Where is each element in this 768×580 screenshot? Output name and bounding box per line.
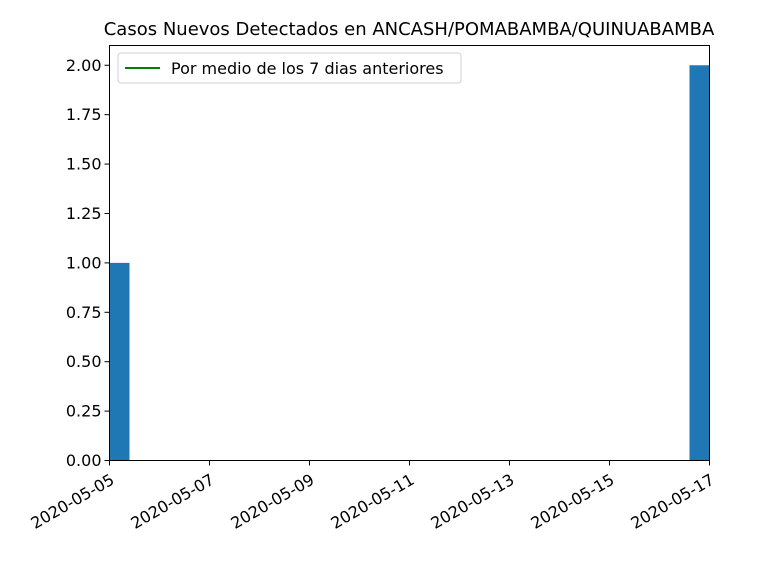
y-tick-label-0.50: 0.50 bbox=[66, 352, 102, 371]
y-tick-label-1.75: 1.75 bbox=[66, 105, 102, 124]
bars-layer bbox=[109, 65, 710, 461]
plot-frame bbox=[109, 45, 710, 461]
legend-box bbox=[117, 52, 462, 84]
y-tick-label-0.75: 0.75 bbox=[66, 303, 102, 322]
x-tick-label-2020-05-05: 2020-05-05 bbox=[27, 470, 117, 533]
y-tick-label-1.25: 1.25 bbox=[66, 204, 102, 223]
x-tick-label-2020-05-09: 2020-05-09 bbox=[227, 470, 317, 533]
x-tick-label-2020-05-13: 2020-05-13 bbox=[427, 470, 517, 533]
chart-title: Casos Nuevos Detectados en ANCASH/POMABA… bbox=[104, 19, 715, 40]
x-tick-label-2020-05-07: 2020-05-07 bbox=[127, 470, 217, 533]
y-tick-label-0.25: 0.25 bbox=[66, 402, 102, 421]
bar-2020-05-17 bbox=[689, 65, 710, 461]
x-tick-label-2020-05-11: 2020-05-11 bbox=[327, 470, 417, 533]
legend: Por medio de los 7 dias anteriores bbox=[117, 52, 462, 84]
y-axis: 0.00 0.25 0.50 0.75 1.00 1.25 1.50 1.75 2.00 bbox=[66, 56, 110, 470]
y-tick-label-2.00: 2.00 bbox=[66, 56, 102, 75]
legend-label: Por medio de los 7 dias anteriores bbox=[171, 59, 444, 78]
x-axis: 2020-05-05 2020-05-07 2020-05-09 2020-05-11… bbox=[27, 460, 718, 533]
x-tick-label-2020-05-17: 2020-05-17 bbox=[627, 470, 717, 533]
y-tick-label-1.50: 1.50 bbox=[66, 155, 102, 174]
x-tick-label-2020-05-15: 2020-05-15 bbox=[527, 470, 617, 533]
y-tick-label-0.00: 0.00 bbox=[66, 451, 102, 470]
y-tick-label-1.00: 1.00 bbox=[66, 253, 102, 272]
bar-2020-05-05 bbox=[109, 262, 130, 461]
